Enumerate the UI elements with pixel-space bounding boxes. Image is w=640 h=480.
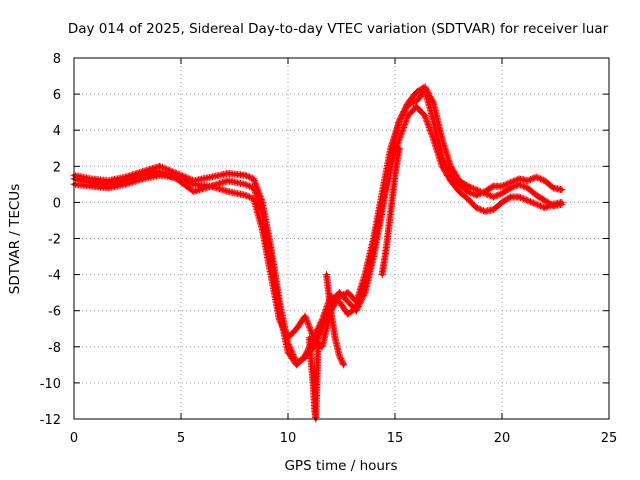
- chart-title: Day 014 of 2025, Sidereal Day-to-day VTE…: [68, 21, 609, 37]
- series-markers: [70, 103, 566, 369]
- grid-lines: [74, 58, 609, 419]
- y-tick-label: -10: [40, 377, 61, 392]
- y-tick-label: 2: [53, 160, 61, 175]
- y-tick-label: -2: [48, 233, 61, 248]
- y-tick-label: -12: [40, 413, 61, 428]
- series-markers: [70, 83, 566, 351]
- x-tick-label: 10: [280, 431, 297, 446]
- y-tick-label: 8: [53, 52, 61, 67]
- y-axis-title: SDTVAR / TECUs: [7, 184, 23, 294]
- series-band: [72, 85, 564, 349]
- series-markers: [378, 144, 403, 279]
- series-5: [323, 271, 348, 369]
- x-axis-title: GPS time / hours: [284, 458, 397, 474]
- series-markers: [305, 334, 322, 423]
- y-tick-label: 0: [53, 196, 61, 211]
- x-tick-label: 15: [387, 431, 404, 446]
- data-series: [70, 83, 566, 423]
- series-3: [70, 83, 566, 351]
- series-1: [70, 87, 566, 367]
- x-tick-label: 0: [70, 431, 78, 446]
- y-tick-label: 6: [53, 88, 61, 103]
- series-4: [305, 334, 322, 423]
- series-markers: [70, 87, 566, 367]
- y-tick-label: -6: [48, 305, 61, 320]
- x-tick-label: 20: [494, 431, 511, 446]
- series-markers: [323, 271, 348, 369]
- series-2: [70, 103, 566, 369]
- axes: 0 5 10 15 20 25 -12 -10 -8 -6 -4 -2 0 2 4 6 8: [40, 52, 618, 446]
- y-tick-label: 4: [53, 124, 61, 139]
- x-tick-label: 5: [177, 431, 185, 446]
- y-tick-label: -4: [48, 269, 61, 284]
- y-tick-label: -8: [48, 341, 61, 356]
- x-tick-label: 25: [601, 431, 618, 446]
- series-6: [378, 144, 403, 279]
